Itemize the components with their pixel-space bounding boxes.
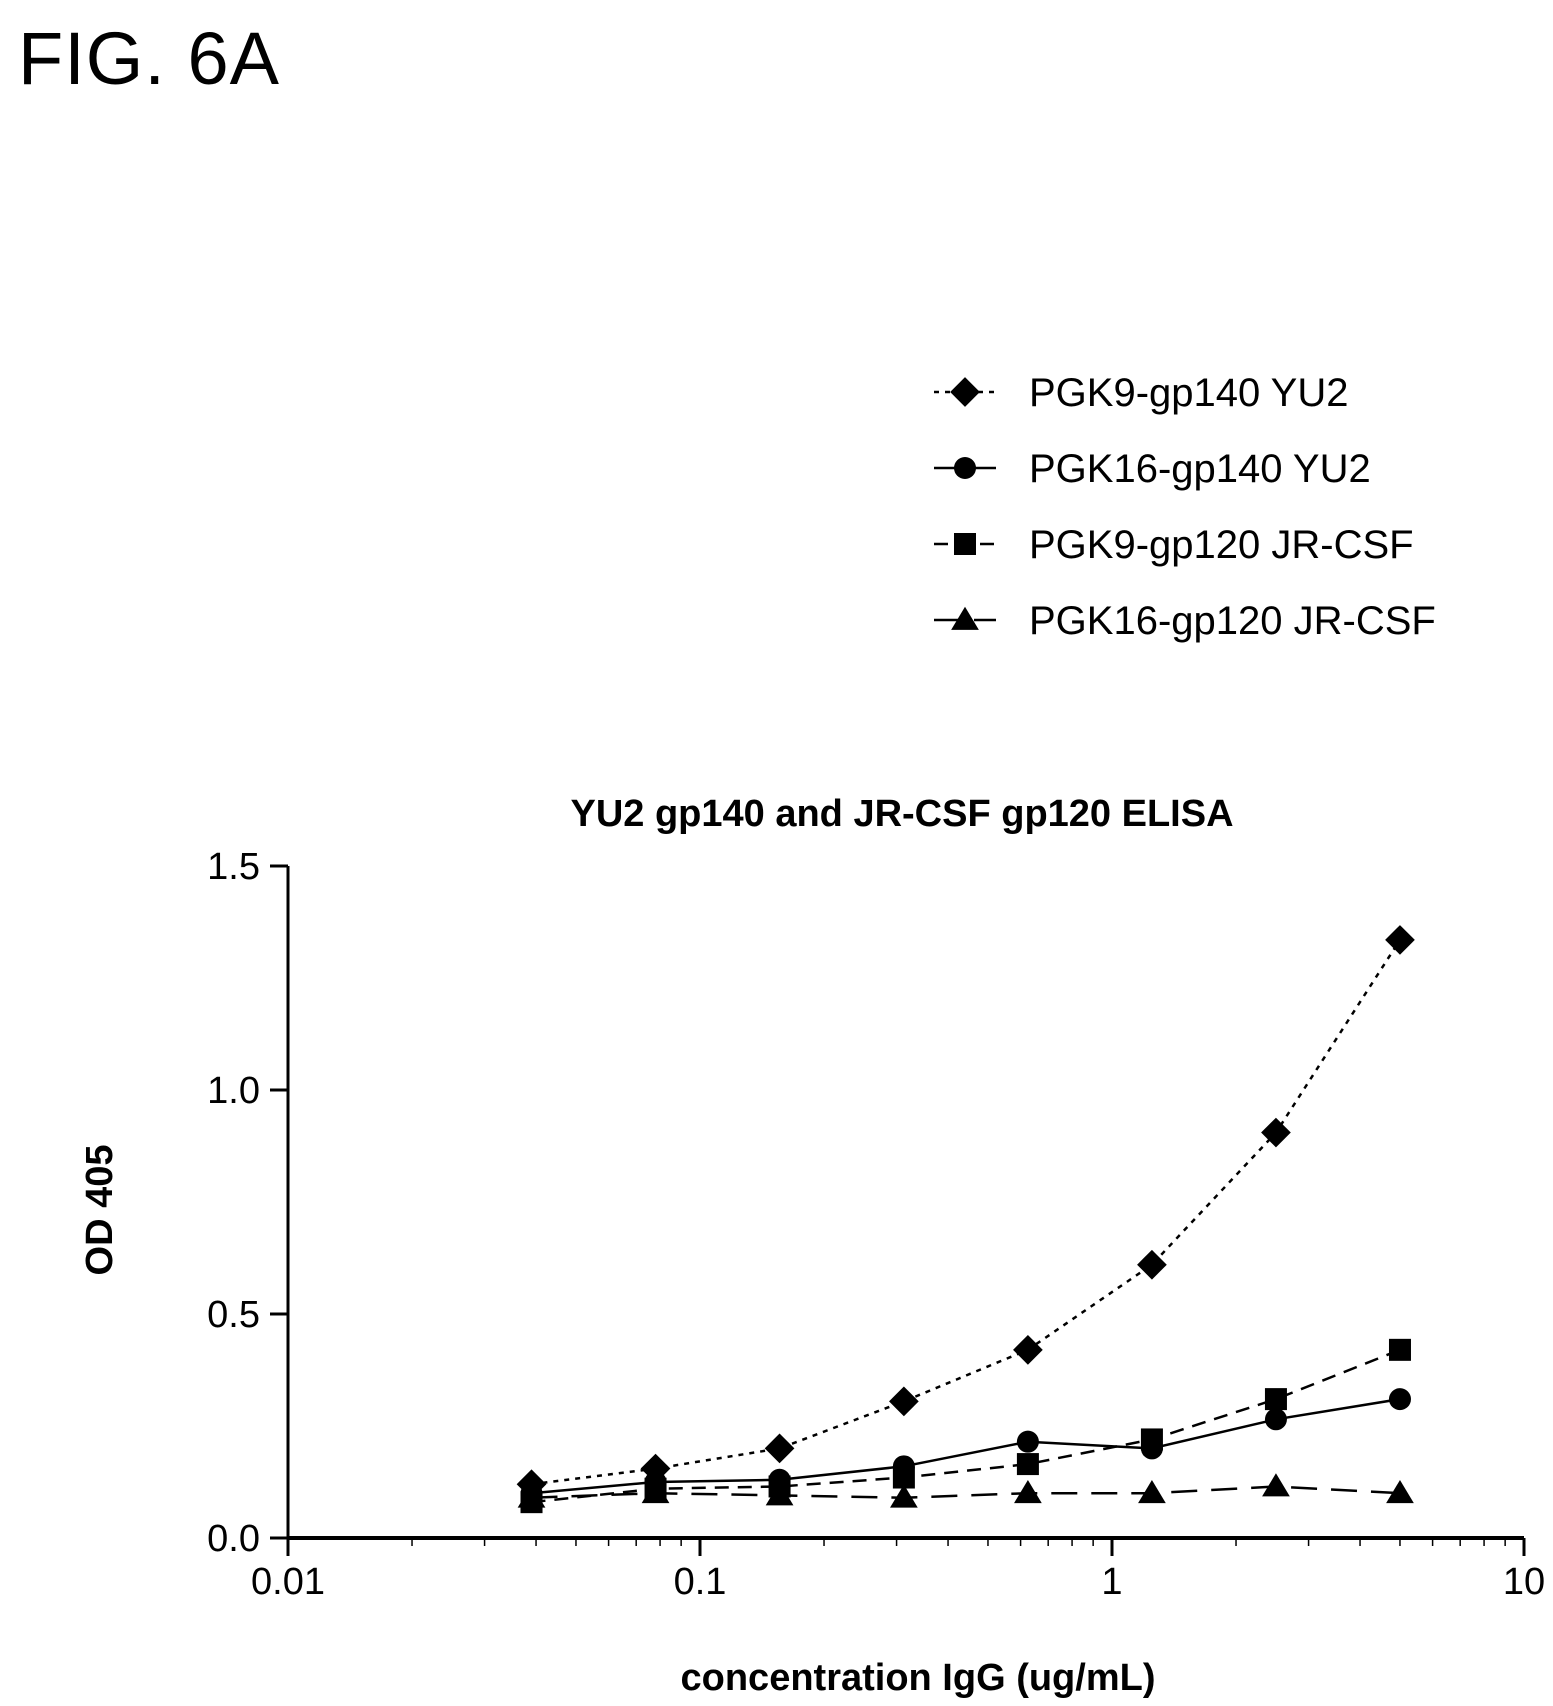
data-point [889,1386,919,1417]
chart-legend: PGK9-gp140 YU2 PGK16-gp140 YU2 PGK9-gp120 … [934,371,1436,643]
data-point [1014,1480,1042,1504]
legend-item: PGK9-gp140 YU2 [934,371,1348,415]
y-tick-label: 1.5 [207,846,260,888]
data-point [1386,1480,1414,1504]
data-point [1261,1117,1291,1148]
legend-marker [954,533,976,555]
y-tick-label: 1.0 [207,1070,260,1112]
data-point [1016,1453,1039,1476]
legend-label: PGK16-gp120 JR-CSF [1029,599,1436,643]
y-tick-label: 0.5 [207,1294,260,1336]
chart-title: YU2 gp140 and JR-CSF gp120 ELISA [570,793,1233,835]
data-point [890,1484,918,1508]
legend-item: PGK16-gp140 YU2 [934,447,1371,491]
legend-label: PGK16-gp140 YU2 [1029,447,1371,491]
data-point [764,1433,795,1464]
x-axis-label: concentration IgG (ug/mL) [681,1657,1156,1699]
series-line [531,1485,1401,1499]
x-tick-label: 0.1 [674,1561,727,1603]
data-point [892,1466,915,1489]
data-point [1140,1428,1163,1451]
data-point [1385,925,1415,955]
series-lines [531,939,1402,1504]
y-axis-label: OD 405 [79,1145,121,1276]
data-point [1013,1334,1043,1365]
figure-label: FIG. 6A [18,17,280,100]
legend-marker [954,457,976,479]
legend-marker [951,606,979,630]
legend-item: PGK9-gp120 JR-CSF [934,523,1414,567]
series-line [531,1348,1401,1504]
data-point [1138,1480,1166,1504]
data-point [1016,1430,1039,1453]
data-point [1388,1338,1411,1361]
x-tick-label: 0.01 [251,1561,325,1603]
legend-label: PGK9-gp140 YU2 [1029,371,1348,415]
x-tick-label: 10 [1503,1561,1545,1603]
series-line [531,1397,1401,1495]
data-point [517,1484,546,1508]
data-point [1388,1388,1411,1411]
x-tick-label: 1 [1101,1561,1122,1603]
legend-item: PGK16-gp120 JR-CSF [934,599,1436,643]
data-point [1262,1473,1290,1497]
legend-marker [950,377,980,407]
data-point [1264,1388,1287,1411]
data-point [1137,1249,1167,1280]
data-point [765,1482,794,1506]
chart-axes: 0.0 0.5 1.0 1.5 0.01 0.1 1 10 [207,846,1545,1603]
y-tick-label: 0.0 [207,1518,260,1560]
legend-label: PGK9-gp120 JR-CSF [1029,523,1414,567]
data-point [1264,1408,1287,1431]
data-point [641,1480,670,1504]
series-markers [516,925,1415,1514]
series-line [531,939,1402,1486]
